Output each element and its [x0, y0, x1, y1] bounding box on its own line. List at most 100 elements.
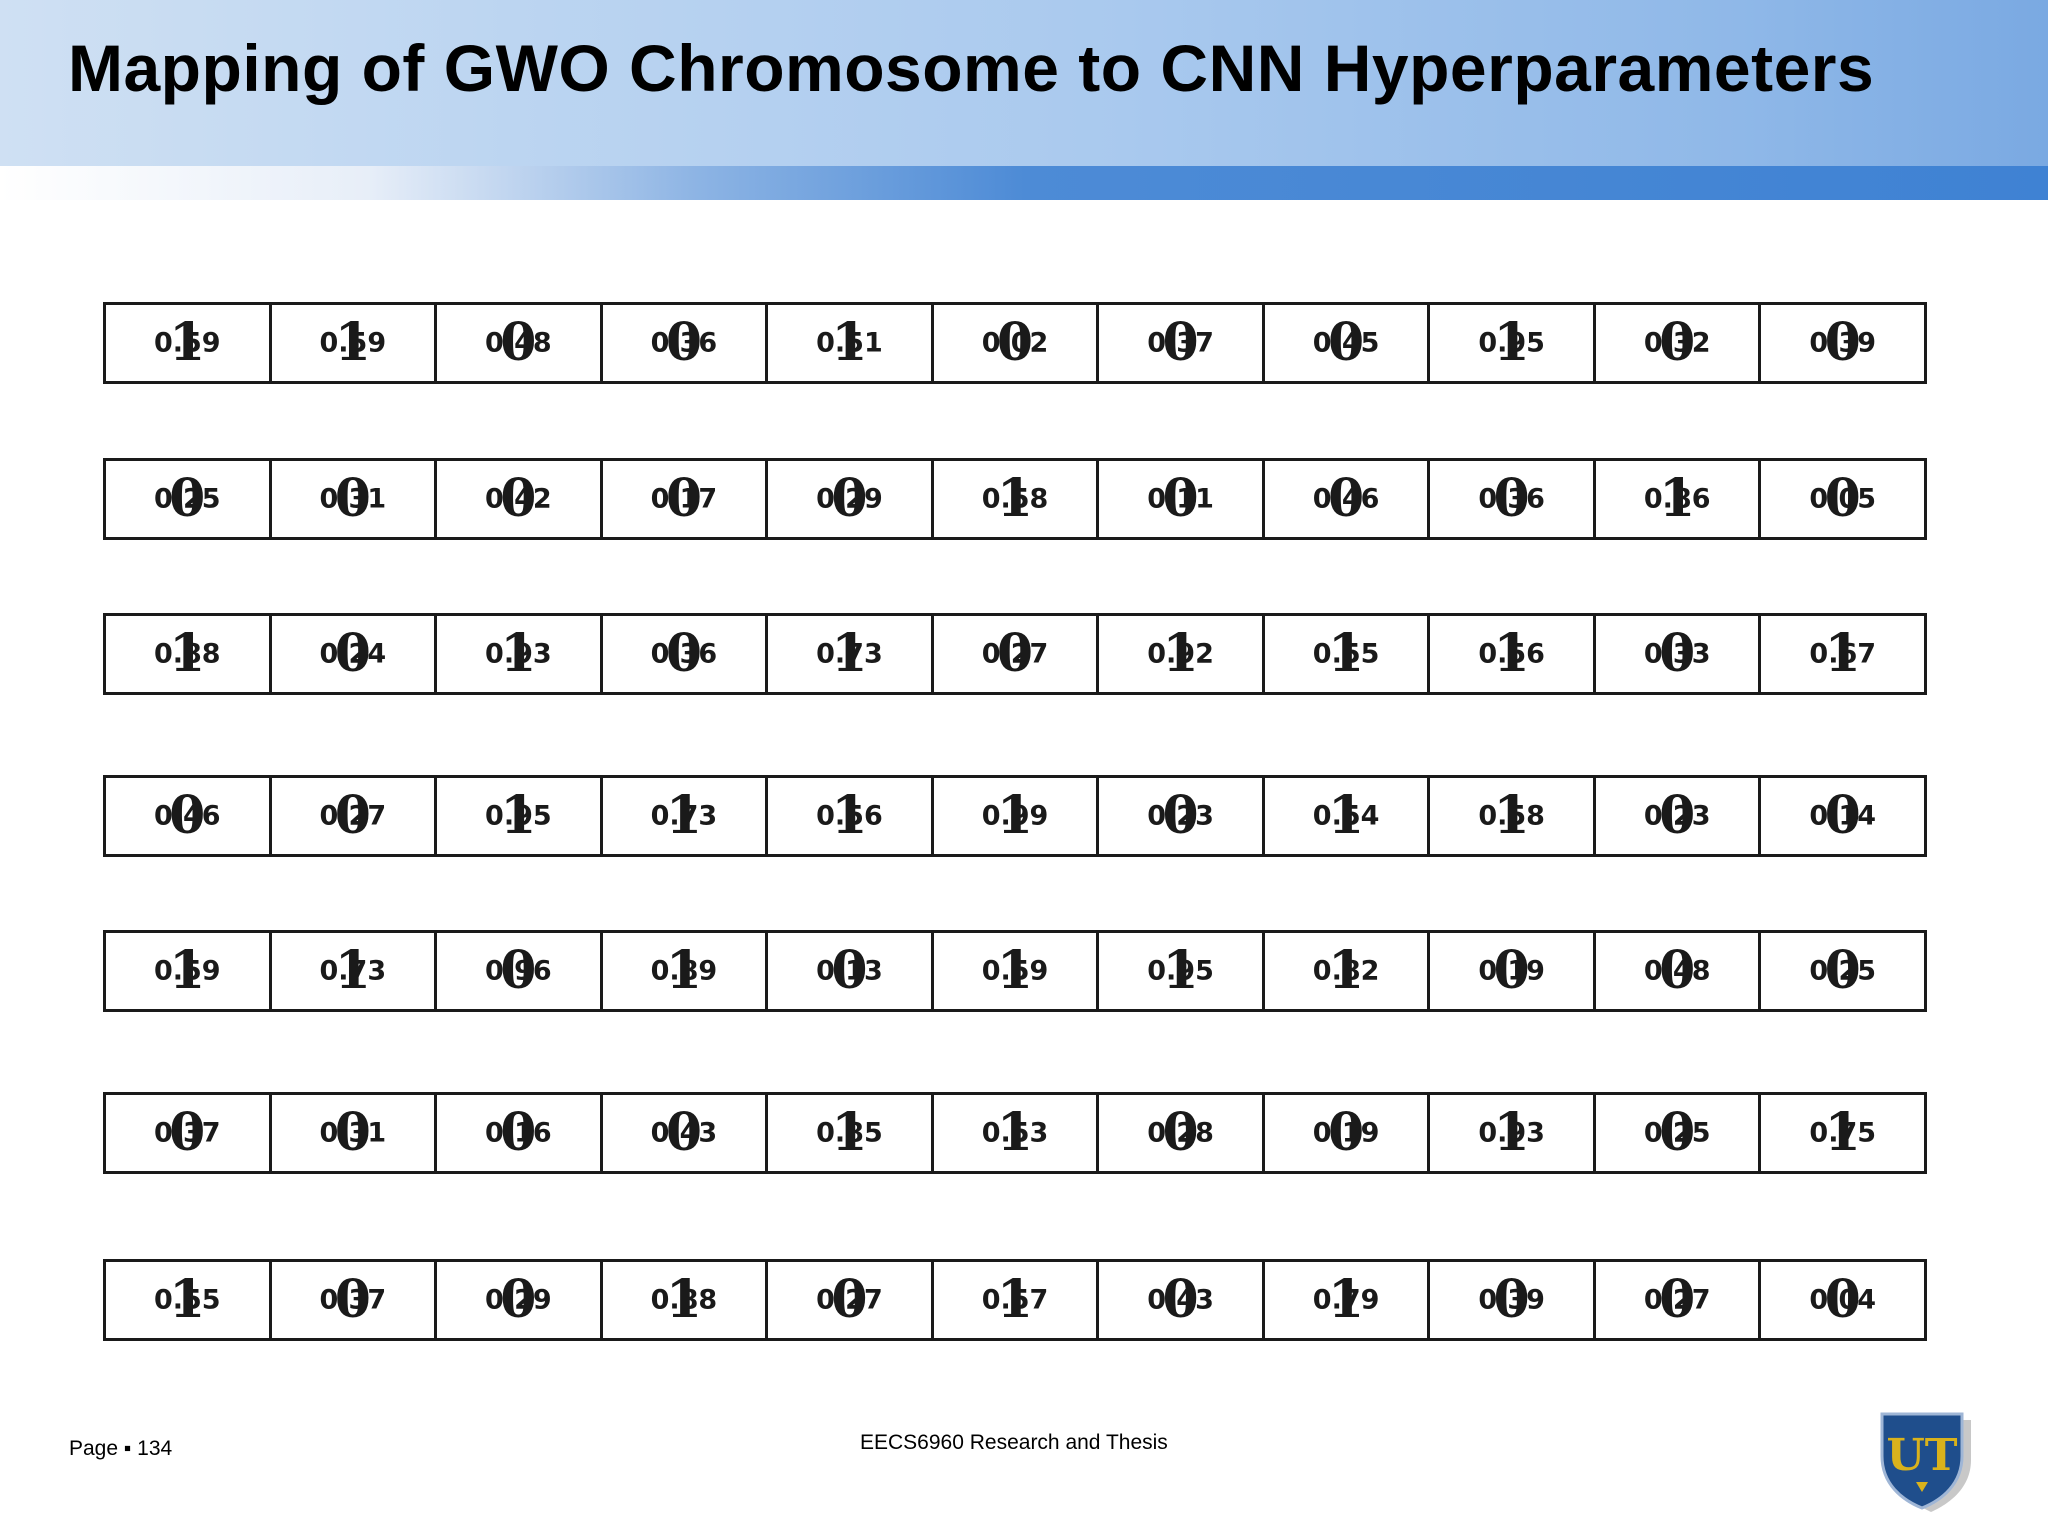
chromosome-row: 0.55 1 0.37 0 0.29 0 0.88 1 0.27 0 0.57 1 0.43 0 0.79 1…: [103, 1259, 1927, 1341]
gene-cell: 0.11 0: [1099, 461, 1265, 537]
gene-value: 0.29: [816, 483, 883, 515]
gene-value: 0.88: [650, 1284, 718, 1316]
gene-value: 0.19: [1312, 1117, 1380, 1149]
gene-cell: 0.93 1: [1430, 1095, 1596, 1171]
gene-bit: 0: [665, 623, 702, 684]
gene-bit: 0: [1493, 468, 1530, 529]
gene-bit: 0: [334, 1269, 371, 1330]
header-gradient: [0, 0, 2048, 166]
gene-bit: 0: [1162, 1269, 1199, 1330]
gene-value: 0.42: [485, 483, 552, 515]
gene-value: 0.48: [485, 327, 552, 359]
gene-bit: 0: [665, 468, 702, 529]
gene-bit: 0: [1162, 1102, 1199, 1163]
gene-bit: 1: [831, 785, 868, 846]
gene-value: 0.27: [1643, 1284, 1711, 1316]
page-number: Page ▪ 134: [69, 1437, 173, 1460]
gene-bit: 0: [1824, 1269, 1861, 1330]
gene-value: 0.53: [981, 1117, 1049, 1149]
gene-bit: 0: [334, 1102, 371, 1163]
gene-cell: 0.33 0: [1596, 616, 1762, 692]
chromosome-row: 0.25 0 0.31 0 0.42 0 0.17 0 0.29 0 0.58 1 0.11 0 0.46 0…: [103, 458, 1927, 540]
gene-value: 0.36: [650, 327, 718, 359]
gene-cell: 0.17 0: [603, 461, 769, 537]
gene-cell: 0.28 0: [1099, 1095, 1265, 1171]
gene-bit: 0: [831, 1269, 868, 1330]
gene-value: 0.23: [1643, 800, 1711, 832]
gene-cell: 0.36 0: [603, 616, 769, 692]
gene-value: 0.25: [153, 483, 221, 515]
gene-bit: 0: [1824, 785, 1861, 846]
gene-value: 0.14: [1809, 800, 1877, 832]
gene-cell: 0.59 1: [934, 933, 1100, 1009]
chromosome-row: 0.37 0 0.31 0 0.16 0 0.43 0 0.85 1 0.53 1 0.28 0 0.19 0…: [103, 1092, 1927, 1174]
gene-cell: 0.88 1: [106, 616, 272, 692]
gene-bit: 1: [996, 1102, 1034, 1163]
gene-cell: 0.79 1: [1265, 1262, 1431, 1338]
gene-cell: 0.89 1: [603, 933, 769, 1009]
gene-bit: 0: [1328, 468, 1365, 529]
gene-cell: 0.43 0: [603, 1095, 769, 1171]
gene-cell: 0.19 0: [1265, 1095, 1431, 1171]
gene-cell: 0.86 1: [1596, 461, 1762, 537]
chromosome-row: 0.88 1 0.24 0 0.93 1 0.36 0 0.73 1 0.27 0 0.92 1 0.55 1…: [103, 613, 1927, 695]
gene-value: 0.73: [319, 955, 387, 987]
gene-bit: 0: [1328, 312, 1365, 373]
gene-cell: 0.95 1: [1430, 305, 1596, 381]
gene-bit: 1: [1493, 312, 1530, 373]
gene-cell: 0.57 1: [934, 1262, 1100, 1338]
gene-cell: 0.37 0: [272, 1262, 438, 1338]
gene-value: 0.99: [981, 800, 1049, 832]
chromosome-row: 0.46 0 0.27 0 0.95 1 0.73 1 0.56 1 0.99 1 0.23 0 0.54 1…: [103, 775, 1927, 857]
gene-cell: 0.54 1: [1265, 778, 1431, 854]
gene-cell: 0.23 0: [1596, 778, 1762, 854]
gene-bit: 1: [169, 312, 206, 373]
gene-value: 0.25: [1809, 955, 1877, 987]
gene-cell: 0.05 0: [1761, 461, 1924, 537]
gene-value: 0.56: [816, 800, 883, 832]
gene-value: 0.37: [153, 1117, 221, 1149]
gene-value: 0.45: [1312, 327, 1380, 359]
gene-value: 0.36: [1478, 483, 1545, 515]
gene-cell: 0.25 0: [1761, 933, 1924, 1009]
gene-cell: 0.55 1: [106, 1262, 272, 1338]
gene-cell: 0.56 1: [1430, 616, 1596, 692]
gene-bit: 1: [169, 940, 206, 1001]
gene-bit: 0: [831, 468, 868, 529]
gene-value: 0.31: [319, 483, 387, 515]
gene-bit: 1: [1493, 785, 1530, 846]
gene-value: 0.46: [1312, 483, 1380, 515]
gene-value: 0.67: [1809, 638, 1877, 670]
gene-value: 0.96: [485, 955, 552, 987]
header-band: [0, 166, 2048, 200]
slide-title: Mapping of GWO Chromosome to CNN Hyperpa…: [68, 31, 1875, 105]
gene-value: 0.73: [816, 638, 883, 670]
gene-bit: 0: [831, 940, 868, 1001]
gene-bit: 1: [1162, 940, 1199, 1001]
gene-bit: 1: [1162, 623, 1199, 684]
gene-value: 0.75: [1809, 1117, 1877, 1149]
gene-bit: 1: [1328, 785, 1365, 846]
gene-value: 0.56: [1478, 638, 1545, 670]
gene-bit: 1: [334, 940, 371, 1001]
gene-value: 0.32: [1643, 327, 1711, 359]
gene-bit: 0: [1659, 785, 1696, 846]
gene-value: 0.89: [650, 955, 718, 987]
gene-cell: 0.43 0: [1099, 1262, 1265, 1338]
gene-bit: 1: [831, 1102, 868, 1163]
gene-bit: 1: [1328, 1269, 1365, 1330]
gene-value: 0.25: [1643, 1117, 1711, 1149]
gene-bit: 0: [1824, 940, 1861, 1001]
gene-bit: 0: [996, 623, 1034, 684]
gene-bit: 0: [500, 1102, 537, 1163]
gene-bit: 0: [665, 312, 702, 373]
gene-cell: 0.99 1: [934, 778, 1100, 854]
gene-cell: 0.27 0: [768, 1262, 934, 1338]
gene-cell: 0.93 1: [437, 616, 603, 692]
gene-value: 0.92: [1147, 638, 1214, 670]
chromosome-row: 0.59 1 0.73 1 0.96 0 0.89 1 0.13 0 0.59 1 0.95 1 0.82 1…: [103, 930, 1927, 1012]
gene-cell: 0.96 0: [437, 933, 603, 1009]
gene-value: 0.17: [650, 483, 718, 515]
gene-cell: 0.67 1: [1761, 616, 1924, 692]
gene-cell: 0.59 1: [106, 933, 272, 1009]
